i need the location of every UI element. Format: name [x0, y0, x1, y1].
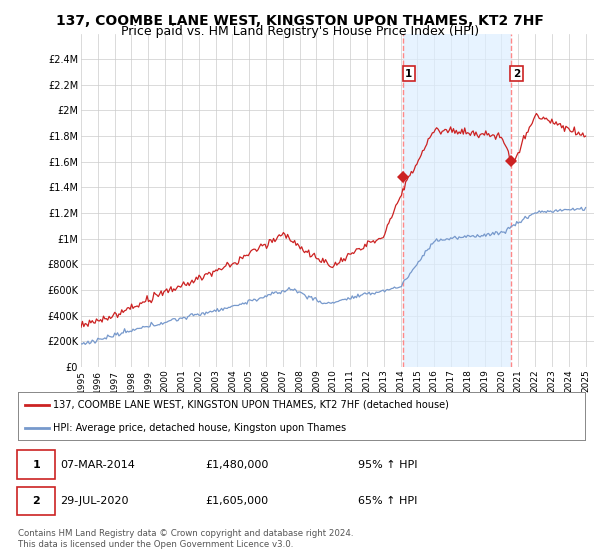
Text: 1: 1 — [32, 460, 40, 470]
Text: 65% ↑ HPI: 65% ↑ HPI — [358, 496, 418, 506]
Text: £1,480,000: £1,480,000 — [205, 460, 268, 470]
Text: 2: 2 — [513, 68, 520, 78]
Text: 29-JUL-2020: 29-JUL-2020 — [61, 496, 129, 506]
Bar — [403, 34, 511, 367]
Text: 2: 2 — [32, 496, 40, 506]
Text: 95% ↑ HPI: 95% ↑ HPI — [358, 460, 418, 470]
Text: HPI: Average price, detached house, Kingston upon Thames: HPI: Average price, detached house, King… — [53, 423, 346, 433]
Text: Contains HM Land Registry data © Crown copyright and database right 2024.
This d: Contains HM Land Registry data © Crown c… — [18, 529, 353, 549]
Text: 1: 1 — [405, 68, 412, 78]
Text: 137, COOMBE LANE WEST, KINGSTON UPON THAMES, KT2 7HF: 137, COOMBE LANE WEST, KINGSTON UPON THA… — [56, 14, 544, 28]
Text: 137, COOMBE LANE WEST, KINGSTON UPON THAMES, KT2 7HF (detached house): 137, COOMBE LANE WEST, KINGSTON UPON THA… — [53, 400, 449, 410]
FancyBboxPatch shape — [17, 450, 55, 479]
Text: 07-MAR-2014: 07-MAR-2014 — [61, 460, 136, 470]
Text: £1,605,000: £1,605,000 — [205, 496, 268, 506]
Text: Price paid vs. HM Land Registry's House Price Index (HPI): Price paid vs. HM Land Registry's House … — [121, 25, 479, 38]
FancyBboxPatch shape — [17, 487, 55, 515]
